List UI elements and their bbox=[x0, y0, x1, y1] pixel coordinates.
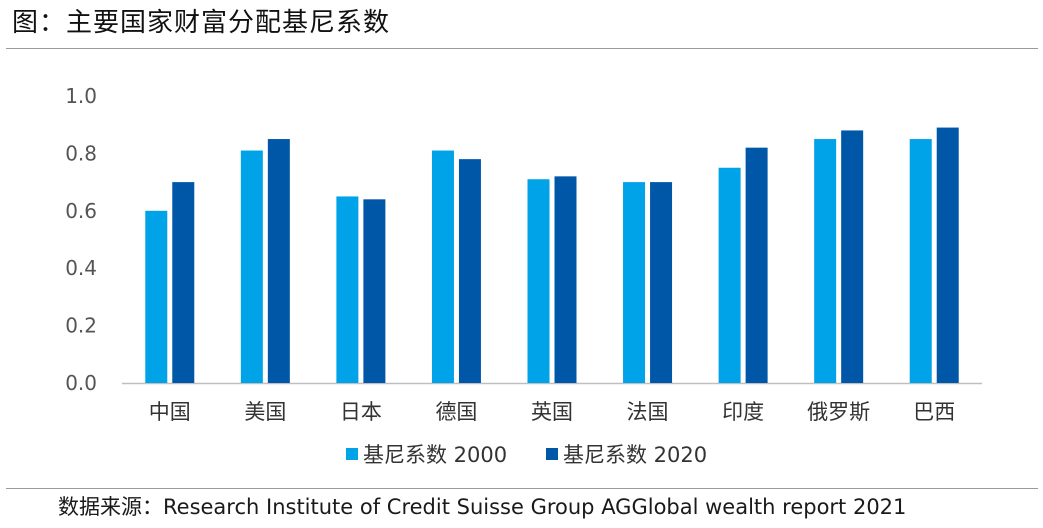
bar-2020 bbox=[554, 176, 577, 383]
bar-2020 bbox=[745, 147, 768, 383]
legend: 基尼系数 2000 基尼系数 2020 bbox=[346, 443, 707, 467]
bar-chart: 0.0 0.2 0.4 0.6 0.8 1.0 中国 美国 日本 德国 英国 法国 印度 俄罗斯 巴西 基… bbox=[65, 84, 982, 467]
x-category-label: 日本 bbox=[340, 400, 382, 424]
source-note: 数据来源：Research Institute of Credit Suisse… bbox=[58, 495, 907, 519]
bar-2000 bbox=[909, 139, 932, 383]
legend-label: 基尼系数 2020 bbox=[563, 443, 707, 467]
source-divider bbox=[6, 488, 1038, 489]
x-category-label: 巴西 bbox=[913, 400, 955, 424]
y-tick-label: 0.0 bbox=[65, 371, 97, 395]
x-category-label: 法国 bbox=[627, 400, 669, 424]
title-divider bbox=[6, 48, 1038, 49]
bar-2020 bbox=[936, 127, 959, 383]
bar-2020 bbox=[172, 182, 195, 383]
bar-2000 bbox=[718, 167, 741, 383]
bar-2000 bbox=[814, 139, 837, 383]
x-category-label: 英国 bbox=[531, 400, 573, 424]
bar-2020 bbox=[267, 139, 290, 383]
y-axis-ticks: 0.0 0.2 0.4 0.6 0.8 1.0 bbox=[65, 84, 97, 395]
bar-2020 bbox=[363, 199, 386, 383]
bar-2000 bbox=[336, 196, 359, 383]
bar-2020 bbox=[841, 130, 864, 383]
bar-2000 bbox=[145, 210, 168, 383]
y-tick-label: 0.4 bbox=[65, 256, 97, 280]
bar-2000 bbox=[240, 150, 263, 383]
bar-2000 bbox=[431, 150, 454, 383]
bar-2000 bbox=[623, 182, 646, 383]
y-tick-label: 0.8 bbox=[65, 141, 97, 165]
bar-2000 bbox=[527, 179, 550, 383]
x-category-label: 印度 bbox=[722, 400, 764, 424]
y-tick-label: 0.6 bbox=[65, 199, 97, 223]
bar-2020 bbox=[458, 159, 481, 383]
legend-swatch bbox=[546, 448, 558, 460]
x-category-label: 中国 bbox=[149, 400, 191, 424]
y-tick-label: 1.0 bbox=[65, 84, 97, 108]
x-category-label: 俄罗斯 bbox=[807, 400, 870, 424]
bars bbox=[145, 127, 959, 383]
y-tick-label: 0.2 bbox=[65, 314, 97, 338]
x-category-label: 美国 bbox=[244, 400, 286, 424]
page-title: 图：主要国家财富分配基尼系数 bbox=[12, 8, 391, 38]
x-axis-categories: 中国 美国 日本 德国 英国 法国 印度 俄罗斯 巴西 bbox=[149, 400, 955, 424]
x-category-label: 德国 bbox=[435, 400, 477, 424]
bar-2020 bbox=[650, 182, 673, 383]
legend-swatch bbox=[346, 448, 358, 460]
legend-label: 基尼系数 2000 bbox=[363, 443, 507, 467]
